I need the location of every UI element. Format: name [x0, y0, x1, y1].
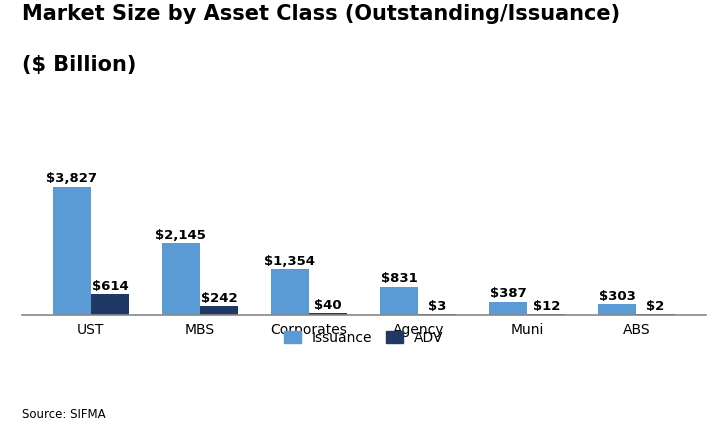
Text: Market Size by Asset Class (Outstanding/Issuance): Market Size by Asset Class (Outstanding/… — [22, 4, 620, 24]
Bar — [380, 287, 418, 314]
Bar — [162, 243, 200, 314]
Text: ($ Billion): ($ Billion) — [22, 55, 136, 75]
Legend: Issuance, ADV: Issuance, ADV — [279, 325, 449, 350]
Bar — [598, 304, 636, 314]
Text: $1,354: $1,354 — [264, 255, 315, 268]
Text: $303: $303 — [599, 290, 636, 303]
Text: $2,145: $2,145 — [156, 229, 207, 241]
Text: $3: $3 — [428, 300, 446, 313]
Text: $3,827: $3,827 — [46, 173, 97, 185]
Text: Source: SIFMA: Source: SIFMA — [22, 408, 105, 421]
Text: $831: $831 — [381, 272, 418, 285]
Text: $2: $2 — [647, 300, 665, 313]
Bar — [271, 269, 309, 314]
Bar — [309, 313, 347, 314]
Bar — [53, 187, 91, 314]
Bar — [91, 294, 129, 314]
Text: $614: $614 — [91, 280, 128, 292]
Text: $387: $387 — [490, 287, 526, 300]
Text: $12: $12 — [533, 300, 560, 312]
Text: $242: $242 — [201, 292, 238, 305]
Bar — [200, 306, 238, 314]
Bar — [489, 302, 527, 314]
Text: $40: $40 — [315, 299, 342, 312]
